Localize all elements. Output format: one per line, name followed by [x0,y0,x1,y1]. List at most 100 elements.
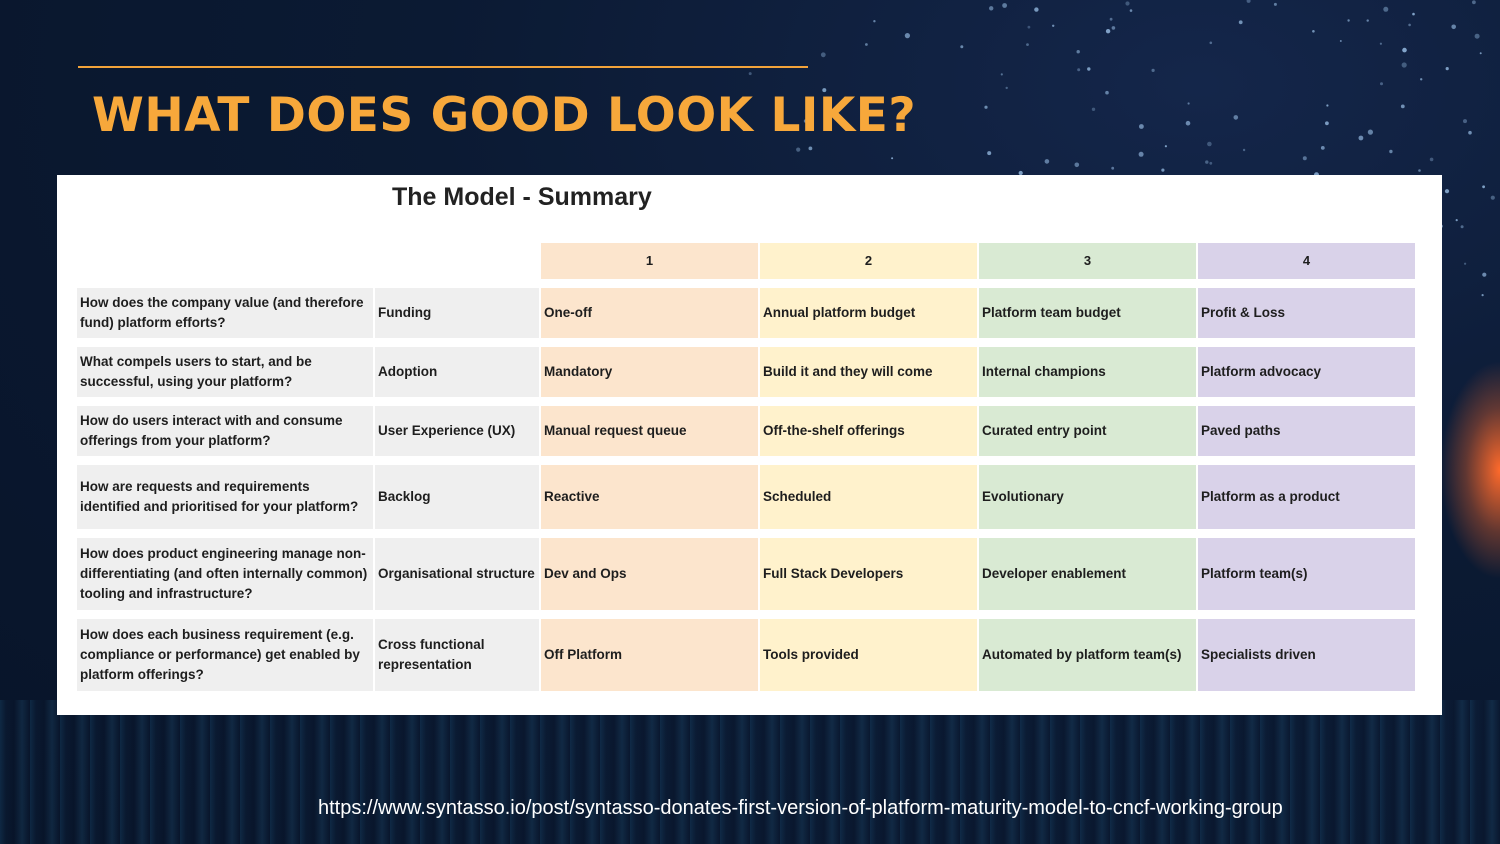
spacer-cell [77,529,373,538]
decorative-dot [822,88,827,93]
decorative-dot [1205,160,1209,164]
decorative-dot [1429,157,1434,162]
level-2-cell: Tools provided [760,619,977,691]
spacer-cell [375,397,539,406]
orange-glow-decoration [1440,360,1500,580]
spacer-cell [760,397,977,406]
title-rule [78,66,808,68]
decorative-dot [1273,2,1277,6]
level-3-cell: Curated entry point [979,406,1196,456]
spacer-cell [541,610,758,619]
spacer-cell [77,279,373,288]
decorative-dot [1105,29,1111,34]
decorative-dot [1074,162,1080,168]
decorative-dot [1044,159,1050,164]
decorative-dot [1026,43,1029,46]
decorative-dot [989,6,994,11]
question-cell: How are requests and requirements identi… [77,465,373,529]
level-3-cell: Internal champions [979,347,1196,397]
decorative-dot [1105,90,1109,95]
level-1-cell: Manual request queue [541,406,758,456]
level-header: 4 [1198,243,1415,279]
decorative-dot [1238,20,1243,25]
level-2-cell: Annual platform budget [760,288,977,338]
decorative-dot [1109,17,1113,21]
decorative-dot [1187,102,1190,105]
decorative-dot [1401,62,1407,68]
model-title: The Model - Summary [392,183,652,211]
source-link[interactable]: https://www.syntasso.io/post/syntasso-do… [318,797,1283,819]
level-1-cell: Reactive [541,465,758,529]
spacer-cell [541,456,758,465]
spacer-cell [760,338,977,347]
spacer-cell [541,279,758,288]
aspect-cell: Funding [375,288,539,338]
spacer-cell [375,529,539,538]
question-cell: How does product engineering manage non-… [77,538,373,610]
decorative-dot [1151,68,1155,72]
decorative-dot [1379,42,1382,45]
level-header-row: 1 2 3 4 [77,243,1415,279]
spacer-cell [1198,529,1415,538]
question-cell: How do users interact with and consume o… [77,406,373,456]
level-4-cell: Paved paths [1198,406,1415,456]
decorative-dot [803,119,808,123]
spacer-cell [760,610,977,619]
level-2-cell: Scheduled [760,465,977,529]
decorative-dot [1400,104,1405,109]
decorative-dot [1209,161,1213,165]
level-1-cell: Dev and Ops [541,538,758,610]
decorative-dot [1242,148,1246,152]
decorative-dot [1207,141,1212,147]
level-4-cell: Platform team(s) [1198,538,1415,610]
decorative-dot [1005,86,1008,90]
level-4-cell: Platform advocacy [1198,347,1415,397]
spacer-cell [541,338,758,347]
spacer-cell [1198,397,1415,406]
decorative-dot [1383,6,1389,12]
level-4-cell: Specialists driven [1198,619,1415,691]
aspect-cell: Adoption [375,347,539,397]
decorative-dot [1482,272,1487,277]
decorative-dot [1161,168,1165,172]
decorative-dot [1418,169,1421,172]
decorative-dot [1138,151,1144,157]
decorative-dot [748,72,752,76]
decorative-dot [1209,41,1213,45]
row-spacer [77,529,1415,538]
decorative-dot [1472,0,1476,5]
decorative-dot [820,52,826,58]
decorative-dot [1125,1,1130,6]
header-blank-cell [77,243,373,279]
aspect-cell: Backlog [375,465,539,529]
spacer-cell [375,610,539,619]
decorative-dot [1464,262,1467,265]
decorative-dot [1129,9,1133,12]
decorative-dot [1312,30,1315,33]
slide-title: WHAT DOES GOOD LOOK LIKE? [92,88,917,143]
level-header: 1 [541,243,758,279]
decorative-dot [1233,115,1239,120]
decorative-dot [1000,73,1003,76]
decorative-dot [1052,24,1055,27]
decorative-dot [1018,170,1023,176]
spacer-cell [979,338,1196,347]
decorative-dot [1420,78,1423,81]
aspect-cell: Cross functional representation [375,619,539,691]
decorative-dot [1091,107,1096,112]
spacer-cell [760,279,977,288]
model-summary-panel: The Model - Summary 1 2 3 4 How does the… [57,175,1442,715]
decorative-dot [1325,121,1329,126]
decorative-dot [1320,146,1325,150]
decorative-dot [1444,189,1450,194]
spacer-cell [77,338,373,347]
decorative-dot [1474,33,1480,39]
spacer-cell [77,456,373,465]
spacer-cell [760,456,977,465]
decorative-dot [891,157,894,160]
decorative-dot [1302,156,1307,161]
decorative-dot [904,33,911,39]
aspect-cell: User Experience (UX) [375,406,539,456]
level-2-cell: Build it and they will come [760,347,977,397]
decorative-dot [865,43,868,46]
